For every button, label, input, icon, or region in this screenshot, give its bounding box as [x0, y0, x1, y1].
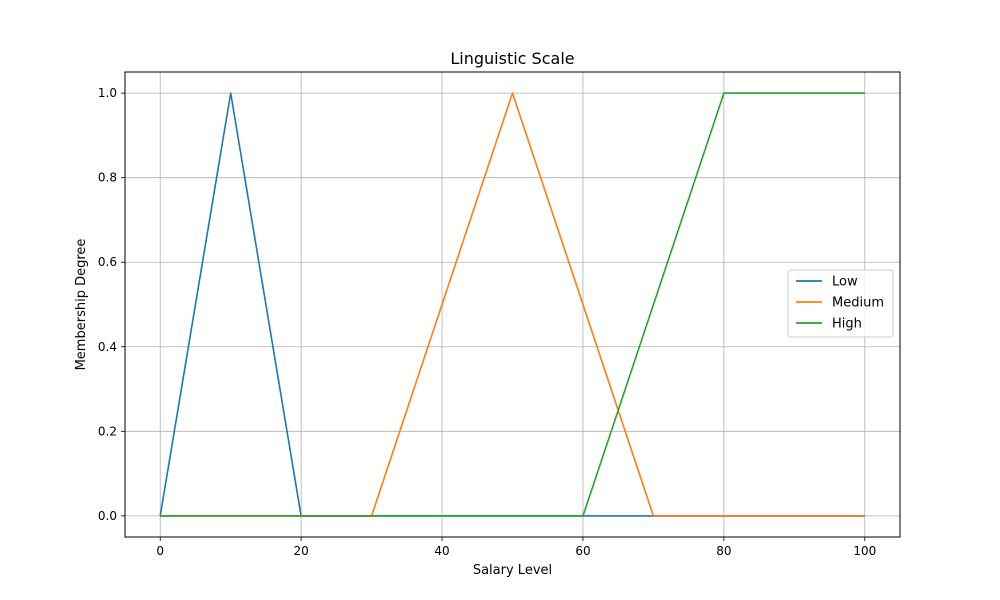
x-tick-label: 60: [575, 544, 590, 558]
legend-label-low: Low: [832, 275, 858, 290]
y-tick-label: 1.0: [98, 86, 117, 100]
legend-label-medium: Medium: [832, 296, 884, 311]
series-lines: [159, 92, 865, 517]
x-tick-label: 40: [434, 544, 449, 558]
y-tick-label: 0.6: [98, 255, 117, 269]
plot-frame: [124, 71, 901, 538]
chart-title: Linguistic Scale: [450, 49, 574, 68]
y-tick-label: 0.2: [98, 424, 117, 438]
y-tick-label: 0.8: [98, 171, 117, 185]
legend: Low Medium High: [787, 269, 894, 338]
y-tick-label: 0.4: [98, 340, 117, 354]
x-tick-label: 80: [716, 544, 731, 558]
y-tick-label: 0.0: [98, 509, 117, 523]
legend-box: [787, 269, 894, 338]
x-axis-label: Salary Level: [473, 563, 552, 578]
x-tick-label: 0: [156, 544, 164, 558]
series-line-high: [160, 92, 865, 517]
y-axis-label: Membership Degree: [74, 239, 89, 371]
x-tick-label: 100: [853, 544, 876, 558]
legend-label-high: High: [832, 317, 862, 332]
x-tick-label: 20: [293, 544, 308, 558]
axis-ticks: 0 20 40 60 80 100 0.0 0.2 0.4 0.6 0.8 1.0: [98, 86, 876, 558]
